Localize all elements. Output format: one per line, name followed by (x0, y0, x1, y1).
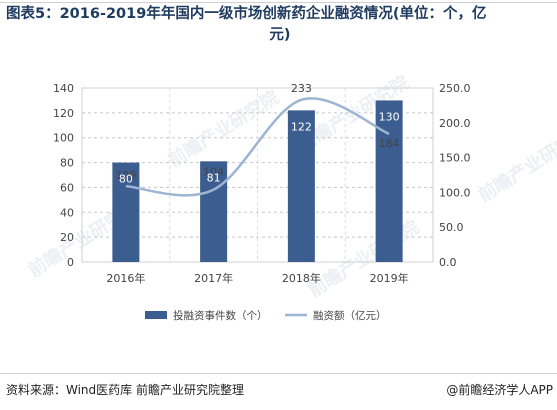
chart-title: 图表5：2016-2019年年国内一级市场创新药企业融资情况(单位：个，亿 元) (6, 4, 554, 46)
x-axis-tick-label: 2018年 (282, 271, 321, 285)
line-data-label: 233 (291, 82, 312, 95)
left-axis-tick-label: 100 (53, 132, 74, 145)
bar-data-label: 80 (119, 173, 133, 186)
title-line-1: 图表5：2016-2019年年国内一级市场创新药企业融资情况(单位：个，亿 (6, 6, 487, 22)
bar (112, 162, 140, 262)
line-data-label: 109 (115, 169, 136, 182)
footer: 资料来源：Wind医药库 前瞻产业研究院整理 @前瞻经济学人APP (6, 380, 553, 400)
bar-data-label: 130 (379, 110, 400, 123)
left-axis-tick-label: 80 (60, 157, 74, 170)
legend-bar-label: 投融资事件数（个） (173, 309, 268, 322)
x-axis-tick-label: 2016年 (106, 271, 145, 285)
source-note: 资料来源：Wind医药库 前瞻产业研究院整理 (6, 383, 244, 397)
left-axis-tick-label: 60 (60, 181, 74, 194)
bar (200, 161, 228, 262)
bottom-divider (0, 373, 557, 374)
line-series (125, 97, 390, 197)
left-axis-tick-label: 120 (53, 107, 74, 120)
right-axis-tick-label: 200.0 (439, 117, 471, 130)
line-data-label: 104 (203, 166, 224, 179)
right-axis-tick-label: 0.0 (439, 256, 457, 269)
legend-line-label: 融资额（亿元） (313, 309, 387, 322)
title-line-2: 元) (269, 27, 291, 43)
x-axis-tick-label: 2017年 (194, 271, 233, 285)
bar-data-label: 122 (291, 120, 312, 133)
x-axis-tick-label: 2019年 (370, 271, 409, 285)
legend-bar-swatch (145, 311, 167, 319)
right-axis-tick-label: 100.0 (439, 186, 471, 199)
left-axis-tick-label: 0 (67, 256, 74, 269)
brand-credit: @前瞻经济学人APP (446, 383, 553, 397)
right-axis-tick-label: 50.0 (439, 221, 464, 234)
bar (375, 100, 403, 262)
left-axis-tick-label: 140 (53, 82, 74, 95)
top-divider (0, 2, 557, 3)
bar-data-label: 81 (207, 171, 221, 184)
right-axis-tick-label: 250.0 (439, 82, 471, 95)
left-axis-tick-label: 20 (60, 231, 74, 244)
bar (287, 110, 315, 262)
left-axis-tick-label: 40 (60, 206, 74, 219)
line-data-label: 184 (379, 137, 400, 150)
right-axis-tick-label: 150.0 (439, 152, 471, 165)
